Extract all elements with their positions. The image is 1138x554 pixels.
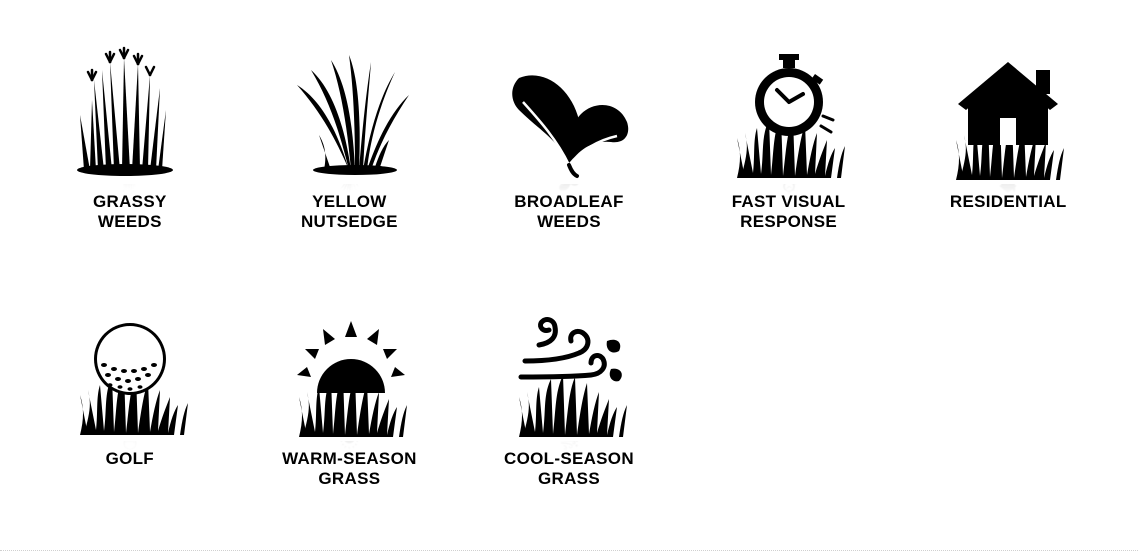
item-label: YELLOW NUTSEDGE	[301, 192, 398, 232]
item-warm-season-grass: WARM-SEASON GRASS	[250, 297, 450, 514]
item-label: GOLF	[106, 449, 154, 469]
wind-grass-icon	[499, 297, 639, 437]
item-label: FAST VISUAL RESPONSE	[732, 192, 846, 232]
stopwatch-grass-icon	[719, 40, 859, 180]
item-golf: GOLF	[30, 297, 230, 514]
golf-ball-grass-icon	[60, 297, 200, 437]
item-label: GRASSY WEEDS	[93, 192, 167, 232]
item-label: RESIDENTIAL	[950, 192, 1067, 212]
item-yellow-nutsedge: YELLOW NUTSEDGE	[250, 40, 450, 257]
item-label: WARM-SEASON GRASS	[282, 449, 417, 489]
item-label: BROADLEAF WEEDS	[514, 192, 623, 232]
broadleaf-weeds-icon	[499, 40, 639, 180]
item-residential: RESIDENTIAL	[908, 40, 1108, 257]
item-broadleaf-weeds: BROADLEAF WEEDS	[469, 40, 669, 257]
icon-grid: GRASSY WEEDS YELLOW NUTSEDGE BROADLEAF W…	[30, 40, 1108, 514]
grassy-weeds-icon	[60, 40, 200, 180]
item-grassy-weeds: GRASSY WEEDS	[30, 40, 230, 257]
house-grass-icon	[938, 40, 1078, 180]
yellow-nutsedge-icon	[279, 40, 419, 180]
sun-grass-icon	[279, 297, 419, 437]
divider-line	[0, 550, 1138, 551]
item-fast-visual-response: FAST VISUAL RESPONSE	[689, 40, 889, 257]
item-label: COOL-SEASON GRASS	[504, 449, 634, 489]
item-cool-season-grass: COOL-SEASON GRASS	[469, 297, 669, 514]
